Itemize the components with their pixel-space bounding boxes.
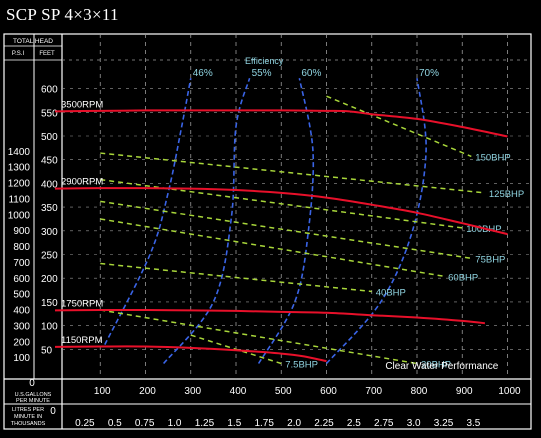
- gpm-tick-label: 1000: [498, 386, 521, 397]
- rpm-label: 2900RPM: [61, 177, 103, 188]
- rpm-label: 1150RPM: [61, 335, 103, 346]
- gpm-tick-label: 500: [275, 386, 292, 397]
- psi-header: P.S.I: [12, 51, 25, 57]
- speed-curve: [54, 308, 486, 325]
- bhp-line: [100, 178, 463, 229]
- gpm-tick-label: 400: [230, 386, 247, 397]
- gpm-tick-label: 900: [456, 386, 473, 397]
- chart-frame: [3, 33, 532, 430]
- bhp-line: [100, 152, 485, 194]
- bhp-label: 7.5BHP: [285, 360, 318, 371]
- efficiency-label: 46%: [193, 68, 213, 79]
- gpm-tick-label: 300: [184, 386, 201, 397]
- efficiency-title: Efficiency: [245, 56, 284, 66]
- kpa-tick-label: 900: [13, 226, 30, 237]
- lpm-tick-label: 2.5: [347, 418, 361, 429]
- lpm-zero: 0: [50, 406, 56, 417]
- efficiency-label: 60%: [301, 68, 321, 79]
- bhp-label: 150BHP: [475, 152, 510, 163]
- efficiency-label: 55%: [252, 68, 272, 79]
- speed-curve: [54, 109, 508, 138]
- gpm-tick-label: 800: [411, 386, 428, 397]
- lpm-tick-label: 2.75: [374, 418, 394, 429]
- kpa-tick-label: 500: [13, 290, 30, 301]
- gpm-tick-label: 600: [320, 386, 337, 397]
- bhp-line: [100, 309, 418, 365]
- bhp-line: [100, 262, 372, 293]
- bhp-label: 75BHP: [475, 254, 505, 265]
- lpm-tick-label: 3.0: [407, 418, 421, 429]
- feet-tick-label: 500: [41, 132, 58, 143]
- kpa-tick-label: 1000: [8, 210, 31, 221]
- feet-tick-label: 350: [41, 203, 58, 214]
- kpa-tick-label: 300: [13, 321, 30, 332]
- bhp-label: 40BHP: [376, 287, 406, 298]
- feet-tick-label: 150: [41, 298, 58, 309]
- lpm-tick-label: 0.25: [75, 418, 95, 429]
- lpm-axis-label: LITRES PER: [12, 407, 44, 413]
- kpa-tick-label: 100: [13, 353, 30, 364]
- bhp-line: [100, 218, 445, 278]
- bhp-label: 60BHP: [448, 272, 478, 283]
- gpm-tick-label: 700: [365, 386, 382, 397]
- efficiency-curve: [162, 77, 251, 365]
- kpa-tick-label: 800: [13, 242, 30, 253]
- feet-tick-label: 450: [41, 156, 58, 167]
- feet-tick-label: 400: [41, 179, 58, 190]
- lpm-axis-label-2: MINUTE IN: [14, 414, 42, 420]
- efficiency-curve: [257, 78, 315, 364]
- feet-tick-label: 250: [41, 251, 58, 262]
- efficiency-label: 70%: [419, 68, 439, 79]
- gpm-axis-label-2: PER MINUTE: [16, 398, 50, 404]
- bhp-line: [100, 200, 472, 260]
- feet-tick-label: 300: [41, 227, 58, 238]
- lpm-axis-label-3: THOUSANDS: [11, 421, 46, 427]
- lpm-tick-label: 3.5: [466, 418, 480, 429]
- feet-tick-label: 600: [41, 85, 58, 96]
- speed-curve: [54, 187, 508, 236]
- kpa-tick-label: 400: [13, 306, 30, 317]
- chart-title: SCP SP 4×3×11: [6, 5, 119, 24]
- rpm-label: 1750RPM: [61, 298, 103, 309]
- feet-header: FEET: [39, 51, 55, 57]
- bhp-line: [326, 95, 472, 158]
- feet-tick-label: 200: [41, 274, 58, 285]
- clear-water-annotation: Clear Water Performance: [385, 361, 498, 372]
- gpm-tick-label: 200: [139, 386, 156, 397]
- lpm-tick-label: 3.25: [434, 418, 454, 429]
- lpm-tick-label: 0.5: [108, 418, 122, 429]
- gpm-zero: 0: [29, 378, 35, 389]
- lpm-tick-label: 2.25: [314, 418, 334, 429]
- kpa-tick-label: 1200: [8, 179, 31, 190]
- kpa-tick-label: 600: [13, 274, 30, 285]
- lpm-tick-label: 1.5: [227, 418, 241, 429]
- feet-tick-label: 550: [41, 108, 58, 119]
- kpa-tick-label: 1400: [8, 147, 31, 158]
- kpa-tick-label: 200: [13, 337, 30, 348]
- lpm-tick-label: 0.75: [135, 418, 155, 429]
- total-head-label: TOTAL HEAD: [13, 38, 53, 45]
- kpa-tick-label: 1300: [8, 163, 31, 174]
- lpm-tick-label: 1.0: [168, 418, 182, 429]
- lpm-tick-label: 1.25: [195, 418, 215, 429]
- kpa-tick-label: 1100: [8, 194, 30, 205]
- feet-tick-label: 100: [41, 322, 58, 333]
- feet-tick-label: 50: [41, 345, 53, 356]
- efficiency-curve: [104, 78, 192, 345]
- efficiency-curve: [325, 78, 427, 365]
- bhp-label: 20BHP: [421, 360, 451, 371]
- lpm-tick-label: 1.75: [254, 418, 274, 429]
- gpm-tick-label: 100: [94, 386, 111, 397]
- gpm-axis-label: U.S.GALLONS: [15, 392, 52, 398]
- speed-curve: [54, 345, 327, 363]
- lpm-tick-label: 2.0: [287, 418, 301, 429]
- rpm-label: 3500RPM: [61, 99, 103, 110]
- kpa-tick-label: 700: [13, 258, 30, 269]
- bhp-label: 100BHP: [466, 224, 501, 235]
- bhp-label: 125BHP: [489, 189, 524, 200]
